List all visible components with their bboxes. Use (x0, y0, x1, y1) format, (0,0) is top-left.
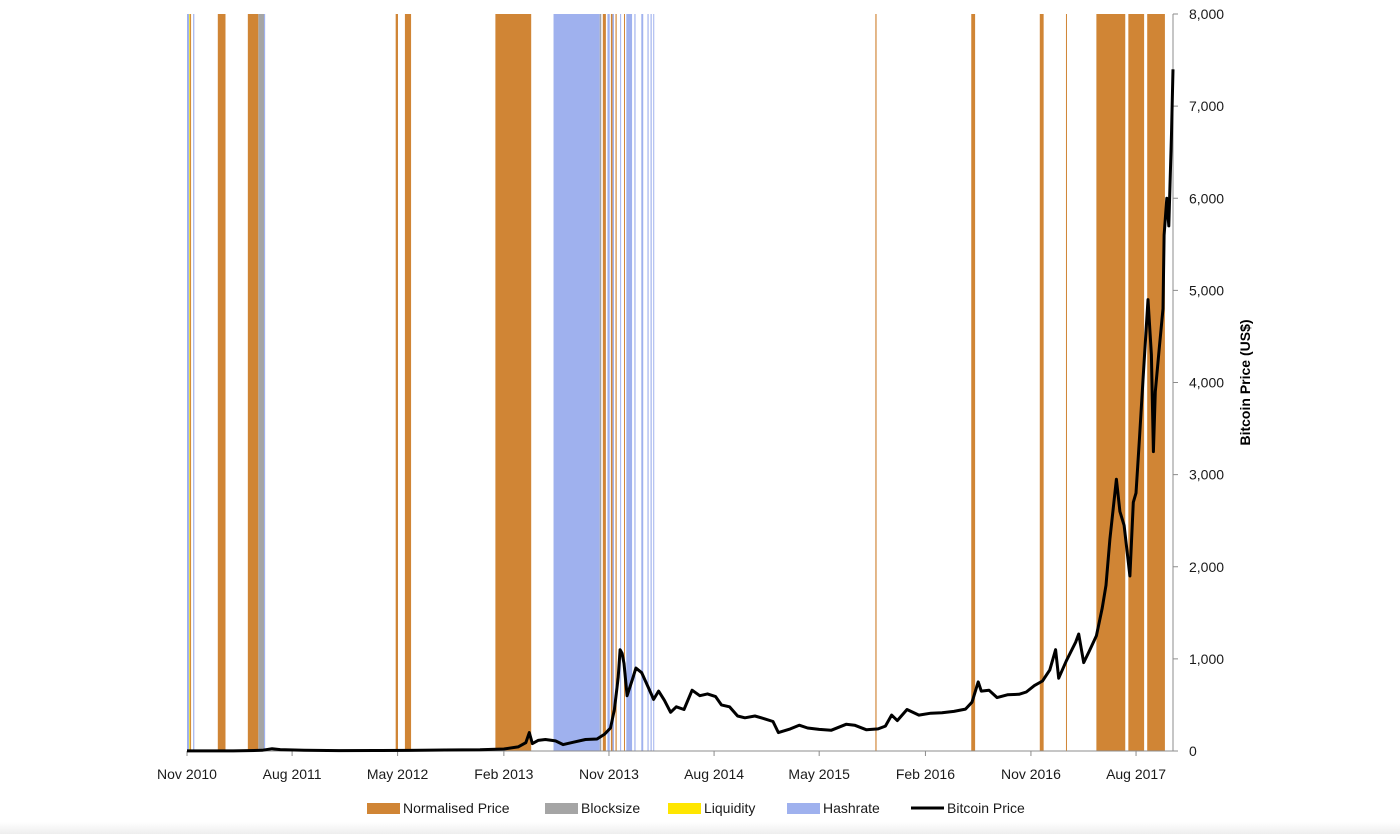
legend-swatch (545, 803, 578, 814)
x-tick-label: Feb 2016 (896, 766, 955, 782)
legend-label: Blocksize (581, 800, 640, 816)
x-tick-label: Aug 2011 (263, 766, 322, 782)
normalised-price-band (602, 14, 606, 751)
legend-label: Liquidity (704, 800, 755, 816)
x-tick-label: Aug 2017 (1106, 766, 1166, 782)
legend-item-liquidity: Liquidity (668, 800, 755, 816)
y-tick-label: 8,000 (1189, 6, 1224, 22)
event-bands (187, 14, 1165, 751)
normalised-price-band (875, 14, 877, 751)
legend-swatch (367, 803, 400, 814)
x-tick-label: Aug 2014 (684, 766, 744, 782)
y-axis-title: Bitcoin Price (US$) (1237, 319, 1253, 445)
x-tick-label: Nov 2016 (1001, 766, 1061, 782)
hashrate-band (641, 14, 644, 751)
normalised-price-band (404, 14, 412, 751)
legend-label: Hashrate (823, 800, 880, 816)
normalised-price-band (1039, 14, 1044, 751)
normalised-price-band (1065, 14, 1067, 751)
hashrate-band (264, 14, 266, 751)
normalised-price-band (615, 14, 617, 751)
x-tick-label: Nov 2013 (579, 766, 639, 782)
x-tick-label: Feb 2013 (474, 766, 533, 782)
legend-swatch (668, 803, 701, 814)
hashrate-band (553, 14, 600, 751)
hashrate-band (187, 14, 190, 751)
hashrate-band (650, 14, 652, 751)
hashrate-band (647, 14, 649, 751)
normalised-price-band (217, 14, 226, 751)
x-tick-label: May 2015 (788, 766, 850, 782)
normalised-price-band (971, 14, 976, 751)
hashrate-band (612, 14, 614, 751)
hashrate-band (193, 14, 195, 751)
y-tick-label: 6,000 (1189, 190, 1224, 206)
hashrate-band (634, 14, 636, 751)
normalised-price-band (1128, 14, 1145, 751)
liquidity-band (189, 14, 191, 751)
x-tick-label: May 2012 (367, 766, 429, 782)
normalised-price-band (610, 14, 613, 751)
normalised-price-band (495, 14, 532, 751)
normalised-price-band (190, 14, 192, 751)
legend-label: Normalised Price (403, 800, 510, 816)
y-tick-label: 1,000 (1189, 651, 1224, 667)
normalised-price-band (623, 14, 625, 751)
legend-item-hashrate: Hashrate (787, 800, 880, 816)
legend-swatch (787, 803, 820, 814)
y-tick-label: 3,000 (1189, 467, 1224, 483)
legend: Normalised Price Blocksize Liquidity Hashra… (367, 800, 1025, 816)
tick-labels: 0 1,000 2,000 3,000 4,000 5,000 6,000 7,000 8,00… (157, 6, 1253, 782)
hashrate-band (607, 14, 610, 751)
bottom-edge-shadow (0, 822, 1400, 834)
normalised-price-band (395, 14, 398, 751)
hashrate-band (626, 14, 633, 751)
y-tick-label: 5,000 (1189, 282, 1224, 298)
normalised-price-band (1096, 14, 1126, 751)
bitcoin-price-line (187, 69, 1175, 753)
price-line-layer (187, 69, 1175, 753)
axes (186, 13, 1178, 756)
y-tick-label: 7,000 (1189, 98, 1224, 114)
y-tick-label: 0 (1189, 743, 1197, 759)
legend-item-normalised-price: Normalised Price (367, 800, 510, 816)
y-tick-label: 4,000 (1189, 375, 1224, 391)
hashrate-band (620, 14, 622, 751)
blocksize-band (258, 14, 265, 751)
normalised-price-band (247, 14, 259, 751)
legend-label: Bitcoin Price (947, 800, 1025, 816)
legend-item-blocksize: Blocksize (545, 800, 640, 816)
hashrate-band (653, 14, 655, 751)
blocksize-band (599, 14, 602, 751)
x-tick-label: Nov 2010 (157, 766, 217, 782)
y-tick-label: 2,000 (1189, 559, 1224, 575)
legend-item-bitcoin-price: Bitcoin Price (911, 800, 1025, 816)
